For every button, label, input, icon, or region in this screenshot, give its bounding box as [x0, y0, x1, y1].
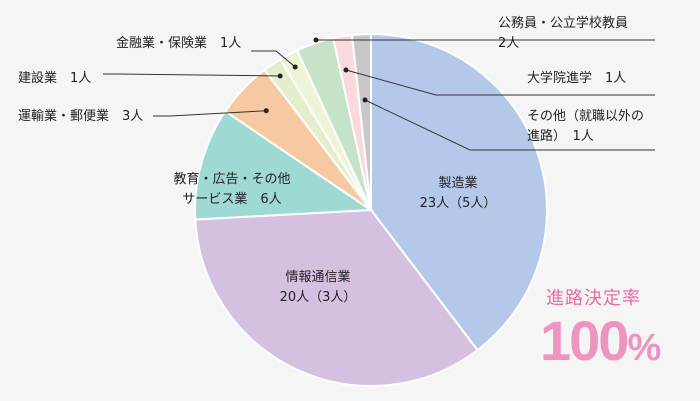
slice-label: 20人（3人） — [280, 290, 357, 305]
slice-label: 建設業 1人 — [18, 70, 91, 86]
rate-number: 100 — [540, 309, 627, 372]
slice-label: 2人 — [498, 36, 519, 51]
slice-label: その他（就職以外の — [527, 109, 644, 124]
rate-value: 100% — [540, 308, 659, 373]
leader-dot — [278, 73, 283, 78]
slice-label: サービス業 6人 — [182, 191, 281, 207]
slice-label: 教育・広告・その他 — [173, 171, 290, 187]
leader-line — [103, 74, 280, 76]
slice-label: 運輸業・郵便業 3人 — [18, 108, 143, 124]
slice-label: 公務員・公立学校教員 — [498, 15, 628, 31]
leader-dot — [293, 64, 298, 69]
slice-label: 大学院進学 1人 — [527, 70, 626, 86]
leader-dot — [363, 98, 368, 103]
rate-unit: % — [627, 327, 659, 369]
slice-label: 情報通信業 — [285, 269, 350, 285]
slice-label: 金融業・保険業 1人 — [116, 35, 241, 51]
leader-dot — [264, 108, 269, 113]
rate-title: 進路決定率 — [546, 284, 641, 310]
slice-label: 製造業 — [438, 175, 477, 191]
slice-label: 進路） 1人 — [527, 128, 594, 144]
leader-dot — [314, 38, 319, 43]
leader-dot — [344, 68, 349, 73]
slice-label: 23人（5人） — [420, 196, 497, 211]
